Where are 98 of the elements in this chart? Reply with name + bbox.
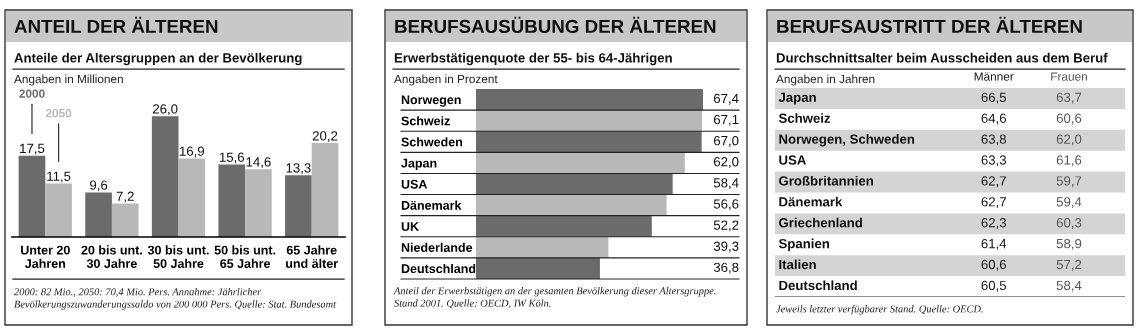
bar [218, 164, 246, 237]
data-label: 67,4 [713, 93, 739, 105]
category-label: Dänemark [779, 196, 843, 207]
bar [476, 152, 685, 174]
y-axis-title: Angaben in Millionen [14, 74, 123, 86]
y-tick-label: UK [401, 222, 419, 231]
text: 2000: 82 Mio., 2050: 70,4 Mio. Pers. Annahme: Jährlicher Bevölkerungszuwanderungssaldo von 200 000 Pers. Quelle: Stat. Bundesamt [14, 288, 337, 310]
x-tick-label: Unter 20 Jahren [21, 245, 70, 268]
y-tick-label: Schweden [401, 137, 463, 147]
bar [476, 173, 673, 195]
data-label: 67,1 [713, 114, 739, 126]
data-label: 60,6 [981, 259, 1007, 271]
data-label: 59,4 [1056, 197, 1082, 209]
data-label: 62,0 [1056, 134, 1082, 146]
bar [18, 155, 46, 237]
data-label: 36,8 [713, 262, 739, 274]
bar [476, 110, 702, 132]
bar [245, 169, 272, 237]
category-label: Deutschland [779, 280, 857, 291]
bar [476, 131, 702, 153]
data-label: 60,5 [981, 280, 1007, 292]
chart-title: ANTEIL DER ÄLTEREN [14, 16, 218, 33]
data-label: 52,2 [713, 220, 739, 232]
data-label: 67,0 [713, 135, 739, 147]
bar [476, 215, 652, 237]
category-label: USA [779, 155, 807, 165]
data-label: 60,6 [1056, 113, 1082, 125]
category-label: Japan [778, 92, 816, 105]
data-label: 13,3 [286, 163, 311, 175]
data-label: 11,5 [47, 171, 71, 183]
category-label: Spanien [778, 238, 829, 251]
x-tick-label: 50 bis unt. 65 Jahre [214, 245, 276, 268]
category-label: Italien [779, 259, 816, 270]
y-tick-label: Niederlande [401, 242, 473, 252]
bar [178, 158, 206, 237]
data-label: 58,4 [713, 178, 739, 190]
x-tick-label: 65 Jahre und älter [286, 245, 338, 268]
y-tick-label: Schweiz [401, 116, 450, 126]
bar [111, 203, 139, 237]
bar [85, 192, 112, 237]
y-tick-label: USA [401, 179, 428, 189]
data-label: 63,7 [1056, 92, 1082, 104]
y-axis-title: Angaben in Prozent [394, 74, 498, 86]
category-label: Schweiz [778, 113, 831, 123]
bar [476, 194, 667, 216]
data-label: 66,5 [981, 92, 1007, 104]
x-tick-label: 20 bis unt. 30 Jahre [81, 245, 142, 268]
data-label: 63,3 [981, 155, 1007, 167]
data-label: 16,9 [179, 146, 205, 158]
text: Durchschnittsalter beim Ausscheiden aus dem Beruf [776, 52, 1108, 63]
legend-label: Frauen [1051, 72, 1087, 81]
y-tick-label: Norwegen [401, 95, 461, 107]
bar [151, 116, 179, 237]
bar [285, 175, 312, 237]
text: Jeweils letzter verfügbarer Stand. Quelle: OECD. [776, 305, 983, 315]
data-label: 26,0 [153, 104, 178, 116]
text: Anteil der Erwerbstätigen an der gesamten Bevölkerung dieser Altersgruppe. Stand 2001. Quelle: OECD, IW Köln. [393, 287, 716, 309]
data-label: 20,2 [312, 131, 338, 143]
chart-subtitle: Anteile der Altersgruppen an der Bevölkerung [14, 52, 302, 66]
data-label: 15,6 [219, 152, 245, 164]
data-label: 62,7 [981, 197, 1006, 209]
y-tick-label: Dänemark [401, 200, 462, 210]
data-label: 58,4 [1056, 280, 1082, 292]
data-label: 61,4 [981, 238, 1007, 250]
chart-title: BERUFSAUSÜBUNG DER ÄLTEREN [395, 16, 716, 34]
bar [476, 257, 600, 279]
bar [311, 143, 339, 237]
bar [476, 236, 609, 258]
data-label: 57,2 [1056, 259, 1082, 271]
data-label: 62,7 [981, 176, 1006, 188]
data-label: 9,6 [90, 180, 108, 192]
data-label: 59,7 [1056, 176, 1082, 188]
x-tick-label: 30 bis unt. 50 Jahre [147, 245, 209, 268]
data-label: 39,3 [713, 241, 739, 253]
data-label: 60,3 [1056, 218, 1082, 229]
data-label: 62,0 [713, 157, 739, 168]
text: 2000 [19, 89, 45, 98]
data-label: 62,3 [981, 218, 1007, 229]
data-label: 56,6 [713, 199, 739, 211]
category-label: Großbritannien [779, 175, 873, 186]
data-label: 17,5 [20, 143, 45, 155]
data-label: 64,6 [981, 113, 1007, 125]
y-tick-label: Deutschland [401, 263, 476, 274]
data-label: 7,2 [116, 191, 134, 203]
category-label: Norwegen, Schweden [779, 134, 915, 147]
bar [45, 183, 72, 237]
data-label: 58,9 [1056, 238, 1082, 250]
category-label: Griechenland [779, 217, 862, 228]
bar [476, 89, 703, 111]
text: BERUFSAUSTRITT DER ÄLTEREN [777, 16, 1082, 34]
y-tick-label: Japan [401, 158, 437, 171]
data-label: 61,6 [1056, 155, 1082, 167]
data-label: 14,6 [246, 157, 271, 169]
data-label: 63,8 [981, 134, 1007, 146]
text: Angaben in Jahren [776, 74, 875, 86]
text: 2050 [45, 108, 72, 118]
series-label: Männer [974, 72, 1014, 81]
chart-subtitle: Erwerbstätigenquote der 55- bis 64-Jährigen [394, 52, 672, 66]
